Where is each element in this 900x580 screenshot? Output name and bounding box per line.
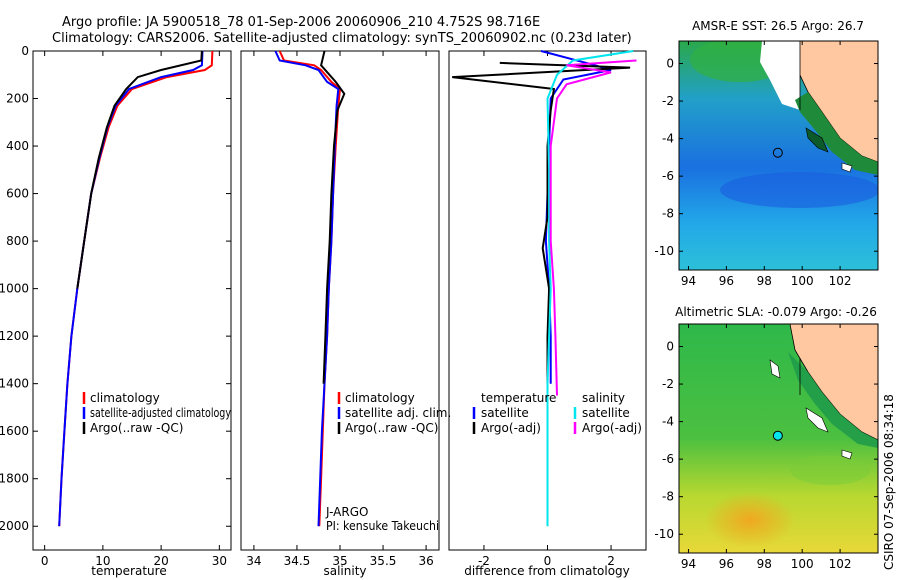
temperature-ytick-10: 2000 (0, 519, 29, 533)
salinity-xtick-2: 35 (332, 554, 347, 568)
legend-salinity-title: salinity (582, 391, 625, 405)
annotation-jargo: J-ARGO (325, 505, 368, 519)
legend-climatology: climatology (90, 391, 160, 405)
sst_map-ytick-5: -10 (654, 244, 674, 258)
temperature-xtick-0: 0 (41, 554, 49, 568)
temperature-ytick-7: 1400 (0, 377, 29, 391)
salinity-series (274, 50, 346, 527)
difference-xtick-2: 2 (607, 554, 615, 568)
temperature-xlabel: temperature (91, 564, 166, 578)
legend-sal-satellite: satellite adj. clim. (345, 406, 451, 420)
legend-diff-sal-argo: Argo(-adj) (582, 421, 642, 435)
salinity-xtick-4: 36 (418, 554, 433, 568)
sst_map-ytick-4: -8 (662, 207, 674, 221)
legend-temperature-title: temperature (481, 391, 556, 405)
temperature-xtick-2: 20 (153, 554, 168, 568)
sla_map-ytick-3: -6 (662, 452, 674, 466)
sst_map-ytick-2: -4 (662, 132, 674, 146)
difference-xtick-1: 0 (544, 554, 552, 568)
sla_map-xtick-0: 94 (681, 557, 696, 571)
legend-satellite-adjusted: satellite-adjusted climatology (90, 406, 231, 420)
salinity-xtick-0: 34 (246, 554, 261, 568)
sla_map-ytick-5: -10 (654, 527, 674, 541)
temperature-ytick-6: 1200 (0, 329, 29, 343)
sla_map-xtick-3: 100 (791, 557, 814, 571)
sla_map-ytick-0: 0 (666, 340, 674, 354)
sst-map: AMSR-E SST: 26.5 Argo: 26.7 94 96 98 100 102… (654, 19, 879, 288)
temperature-ytick-4: 800 (6, 234, 29, 248)
sla_map-ytick-4: -8 (662, 490, 674, 504)
difference-series-2 (546, 50, 634, 527)
title-line1: Argo profile: JA 5900518_78 01-Sep-2006 … (62, 15, 540, 30)
temperature-panel: 0 10 20 30 0 200 400 600 800 1000 1200 1400 1600 1800… (0, 44, 232, 578)
difference-series-1 (452, 61, 631, 384)
sst_map-xtick-0: 94 (681, 274, 696, 288)
sst_map-ytick-3: -6 (662, 169, 674, 183)
salinity-xtick-3: 35.5 (370, 554, 397, 568)
salinity-series-2 (320, 50, 346, 384)
legend-sal-climatology: climatology (345, 391, 415, 405)
sla_map-xtick-1: 96 (719, 557, 734, 571)
temperature-legend: climatology satellite-adjusted climatolo… (82, 391, 231, 435)
sst_map-xtick-2: 98 (757, 274, 772, 288)
difference-legend: temperature salinity satellite Argo(-adj… (472, 391, 642, 435)
temperature-series-2 (76, 50, 203, 289)
temperature-ytick-2: 400 (6, 139, 29, 153)
temperature-ytick-1: 200 (6, 92, 29, 106)
salinity-xtick-1: 34.5 (284, 554, 311, 568)
temperature-axis-ticks: 0 10 20 30 0 200 400 600 800 1000 1200 1400 1600 1800… (0, 44, 231, 568)
temperature-series-0 (58, 50, 214, 527)
legend-argo: Argo(..raw -QC) (90, 421, 183, 435)
temperature-ytick-9: 1800 (0, 472, 29, 486)
salinity-series-0 (278, 50, 342, 527)
sst-map-ticks: 94 96 98 100 102 0 -2 -4 -6 -8 -10 (654, 41, 878, 288)
difference-panel: -2 0 2 difference from climatology tempera… (448, 50, 647, 578)
sla-map-ticks: 94 96 98 100 102 0 -2 -4 -6 -8 -10 (654, 324, 878, 571)
legend-diff-sal-sat: satellite (582, 406, 630, 420)
salinity-legend: climatology satellite adj. clim. Argo(..… (337, 391, 451, 435)
sst-map-title: AMSR-E SST: 26.5 Argo: 26.7 (692, 19, 864, 33)
difference-series-3 (549, 59, 637, 396)
sla-argo-marker (772, 430, 783, 441)
sla_map-xtick-2: 98 (757, 557, 772, 571)
sst_map-ytick-0: 0 (666, 57, 674, 71)
annotation-pi: PI: kensuke Takeuchi (326, 519, 439, 533)
temperature-ytick-0: 0 (21, 44, 29, 58)
sst-argo-marker (772, 147, 783, 158)
sst_map-xtick-3: 100 (791, 274, 814, 288)
difference-xtick-0: -2 (478, 554, 490, 568)
footer-stamp: CSIRO 07-Sep-2006 08:34:18 (882, 394, 896, 570)
temperature-xtick-1: 10 (95, 554, 110, 568)
temperature-ytick-8: 1600 (0, 424, 29, 438)
salinity-xlabel: salinity (323, 564, 366, 578)
temperature-series (58, 50, 214, 527)
legend-sal-argo: Argo(..raw -QC) (345, 421, 438, 435)
sst_map-xtick-4: 102 (829, 274, 852, 288)
difference-axis-ticks: -2 0 2 (478, 51, 615, 568)
difference-xlabel: difference from climatology (464, 564, 630, 578)
sla-map: Altimetric SLA: -0.079 Argo: -0.26 94 96 9… (654, 305, 879, 571)
temperature-series-1 (58, 50, 204, 527)
sla_map-xtick-4: 102 (829, 557, 852, 571)
difference-series (452, 50, 637, 527)
salinity-axis-ticks: 34 34.5 35 35.5 36 (246, 51, 434, 568)
salinity-series-1 (274, 50, 340, 527)
temperature-xtick-3: 30 (212, 554, 227, 568)
sla-map-title: Altimetric SLA: -0.079 Argo: -0.26 (675, 305, 877, 319)
salinity-panel: 34 34.5 35 35.5 36 salinity climatology sate… (240, 50, 451, 578)
sst_map-xtick-1: 96 (719, 274, 734, 288)
temperature-ytick-3: 600 (6, 187, 29, 201)
sst_map-ytick-1: -2 (662, 94, 674, 108)
legend-diff-temp-sat: satellite (481, 406, 529, 420)
sla_map-ytick-2: -4 (662, 415, 674, 429)
title-line2: Climatology: CARS2006. Satellite-adjuste… (52, 31, 632, 46)
temperature-ytick-5: 1000 (0, 282, 29, 296)
sla_map-ytick-1: -2 (662, 377, 674, 391)
legend-diff-temp-argo: Argo(-adj) (481, 421, 541, 435)
